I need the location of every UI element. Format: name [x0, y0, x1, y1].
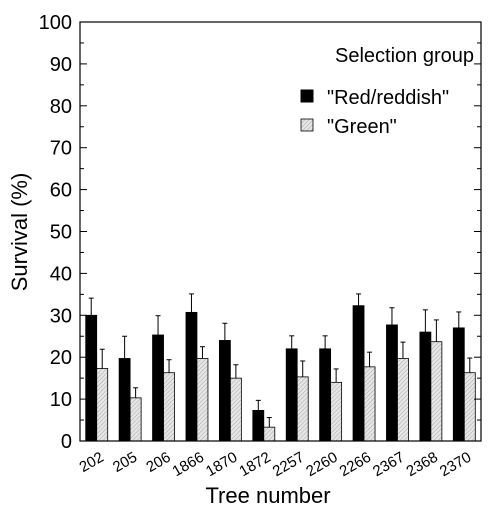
x-tick-label: 1870	[203, 449, 240, 480]
bar-green-1866	[196, 358, 209, 442]
y-tick-label: 0	[61, 431, 72, 453]
bar-green-2257	[296, 376, 309, 442]
x-tick-label: 2266	[337, 449, 374, 480]
bar-green-2266	[363, 366, 376, 442]
legend-title: Selection group	[335, 45, 474, 67]
y-tick-label: 40	[50, 263, 72, 285]
bar-green-202	[96, 368, 109, 442]
error-bars	[88, 293, 473, 428]
bar-green-2367	[397, 358, 409, 442]
bar-green-1870	[229, 377, 242, 442]
legend-label-red: "Red/reddish"	[327, 87, 449, 109]
y-tick-label: 60	[50, 180, 72, 202]
bar-green-2370	[463, 372, 476, 442]
bar-green-205	[129, 397, 142, 442]
legend-swatch-green	[300, 118, 314, 132]
legend-label-green: "Green"	[327, 116, 397, 138]
x-tick-label: 2370	[437, 449, 474, 480]
bar-red-2260	[319, 348, 332, 442]
bars	[85, 305, 476, 442]
legend: Selection group "Red/reddish" "Green"	[300, 45, 474, 138]
y-tick-label: 20	[50, 347, 72, 369]
bar-red-2367	[386, 324, 398, 442]
bar-red-1872	[252, 410, 265, 442]
x-axis-title: Tree number	[205, 483, 330, 508]
bar-red-202	[85, 314, 98, 442]
bar-red-2368	[419, 331, 432, 442]
bar-green-2368	[430, 341, 443, 442]
bar-green-2260	[330, 381, 343, 442]
bar-red-2257	[285, 348, 298, 442]
bar-red-205	[118, 358, 131, 442]
y-axis-title: Survival (%)	[7, 173, 32, 292]
y-tick-label: 50	[50, 222, 72, 244]
y-tick-label: 10	[50, 389, 72, 411]
bar-red-206	[152, 334, 164, 442]
y-tick-label: 80	[50, 96, 72, 118]
legend-swatch-red	[300, 89, 314, 103]
x-tick-label: 1866	[170, 449, 207, 480]
x-tick-label: 1872	[236, 449, 273, 480]
bar-green-1872	[263, 426, 276, 442]
x-tick-label: 2367	[370, 449, 407, 480]
x-tick-label: 202	[77, 449, 107, 476]
bar-green-206	[163, 372, 175, 442]
y-tick-label: 30	[50, 305, 72, 327]
y-tick-label: 90	[50, 54, 72, 76]
x-tick-label: 2368	[403, 449, 440, 480]
bar-red-1866	[185, 311, 198, 442]
y-tick-label: 70	[50, 138, 72, 160]
x-tick-label: 2260	[303, 449, 340, 480]
bar-red-2266	[352, 305, 365, 442]
y-tick-label: 100	[39, 12, 72, 34]
bar-red-1870	[218, 340, 231, 442]
x-tick-label: 206	[143, 449, 173, 476]
x-tick-label: 205	[110, 449, 140, 476]
x-tick-label: 2257	[270, 449, 307, 480]
bar-red-2370	[452, 327, 465, 442]
